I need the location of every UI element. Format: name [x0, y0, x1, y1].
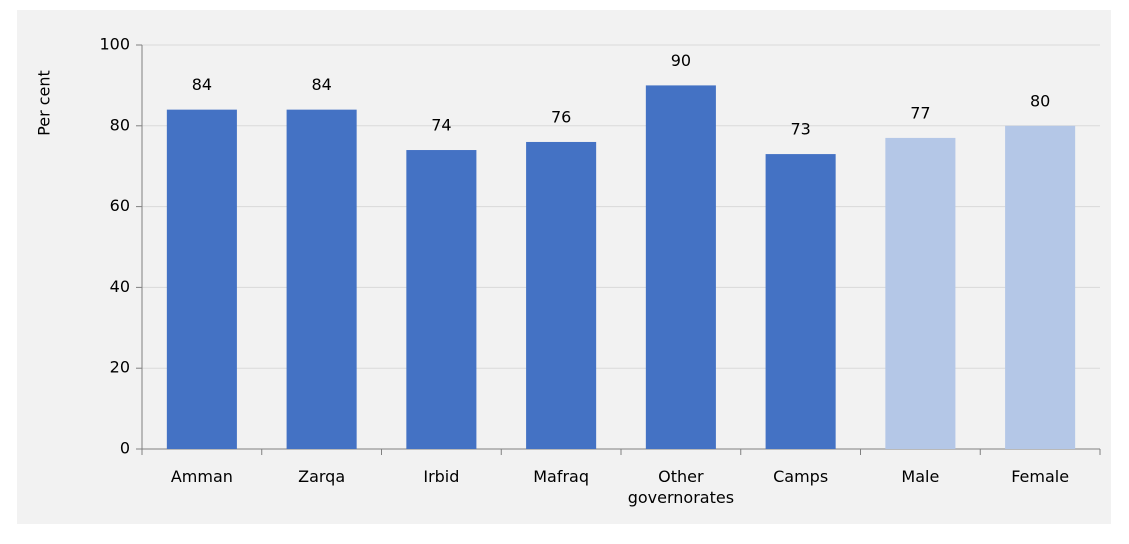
y-tick-label: 0 — [120, 439, 130, 458]
x-tick-label: Irbid — [423, 467, 460, 486]
bar — [406, 150, 477, 450]
y-axis-label: Per cent — [35, 70, 54, 136]
bar — [765, 154, 836, 449]
data-label: 90 — [671, 51, 691, 70]
data-label: 84 — [192, 75, 212, 94]
data-label: 84 — [311, 75, 331, 94]
bar — [286, 109, 357, 449]
bar — [1005, 125, 1076, 450]
x-tick-label: Amman — [170, 467, 233, 486]
y-tick-label: 20 — [110, 358, 130, 377]
data-label: 74 — [431, 116, 451, 135]
data-label: 73 — [790, 120, 810, 139]
bar — [645, 85, 716, 450]
y-tick-label: 100 — [99, 35, 130, 54]
data-label: 76 — [551, 107, 571, 126]
x-tick-label: Female — [1011, 467, 1070, 486]
y-tick-label: 60 — [110, 196, 130, 215]
bar — [166, 109, 237, 449]
bar — [885, 137, 956, 450]
x-tick-label: Camps — [773, 467, 829, 486]
bar — [526, 141, 597, 449]
data-label: 80 — [1030, 91, 1050, 110]
y-tick-label: 40 — [110, 277, 130, 296]
x-tick-label: Mafraq — [533, 467, 590, 486]
y-tick-label: 80 — [110, 115, 130, 134]
data-label: 77 — [910, 103, 930, 122]
x-tick-label: Male — [901, 467, 940, 486]
x-tick-label: Other governorates — [627, 467, 735, 507]
x-tick-label: Zarqa — [298, 467, 346, 486]
